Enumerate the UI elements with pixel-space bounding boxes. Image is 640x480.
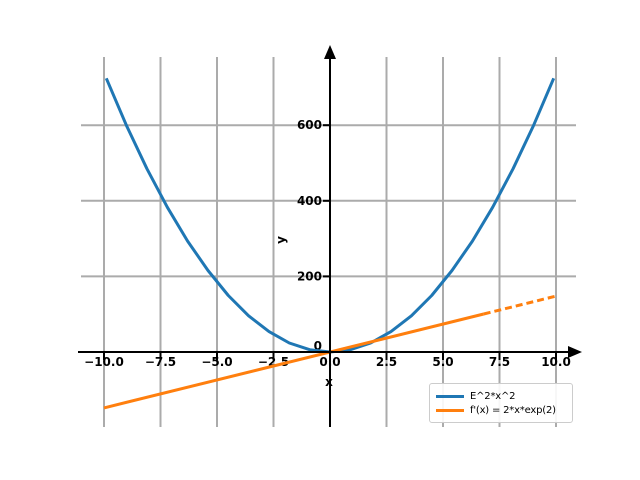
- legend-item: f'(x) = 2*x*exp(2): [436, 404, 566, 416]
- legend-item: E^2*x^2: [436, 390, 566, 402]
- y-tick-label: 0: [314, 339, 322, 353]
- x-tick-label: 2.5: [376, 355, 397, 369]
- series-curve: [483, 294, 557, 316]
- x-axis-label: x: [325, 375, 333, 389]
- legend: E^2*x^2 f'(x) = 2*x*exp(2): [429, 383, 573, 423]
- legend-line-swatch-blue: [436, 394, 464, 398]
- x-axis-arrow-icon: [568, 346, 582, 358]
- legend-label: f'(x) = 2*x*exp(2): [470, 404, 556, 416]
- x-tick-label: 5.0: [432, 355, 453, 369]
- x-tick-label: 7.5: [489, 355, 510, 369]
- y-tick-label: 200: [297, 269, 322, 283]
- y-axis-arrow-icon: [324, 45, 336, 59]
- x-tick-label: −5.0: [201, 355, 232, 369]
- x-tick-label: 10.0: [541, 355, 571, 369]
- y-tick-label: 400: [297, 194, 322, 208]
- legend-label: E^2*x^2: [470, 390, 516, 402]
- series-curve: [103, 312, 485, 410]
- y-axis-label: y: [274, 236, 288, 244]
- x-tick-label: −10.0: [84, 355, 124, 369]
- legend-line-swatch-orange: [436, 408, 464, 412]
- x-tick-label: −7.5: [145, 355, 176, 369]
- y-tick-label: 600: [297, 118, 322, 132]
